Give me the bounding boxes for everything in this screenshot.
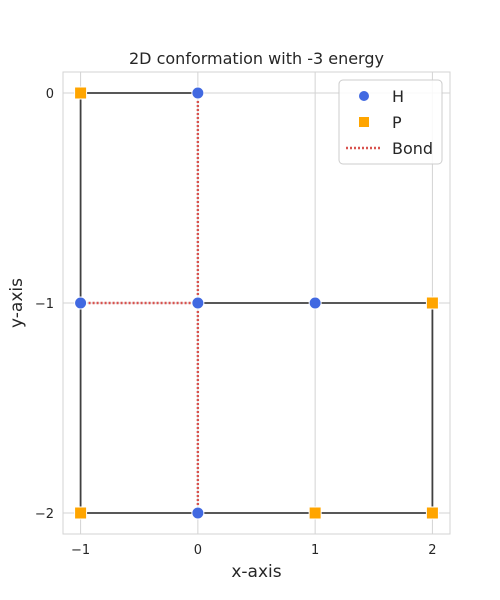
- legend-marker-p: [359, 117, 369, 127]
- x-tick-label: 0: [194, 543, 202, 558]
- x-tick-label: 1: [311, 543, 319, 558]
- point-P: [74, 506, 88, 520]
- point-P: [74, 86, 88, 100]
- legend: HP Bond: [338, 79, 443, 165]
- chain-lines: [79, 92, 434, 514]
- x-tick-label: −1: [71, 543, 90, 558]
- point-H: [74, 296, 88, 310]
- y-tick-label: −1: [35, 297, 54, 312]
- y-tick-label: 0: [46, 87, 54, 102]
- point-H: [191, 86, 205, 100]
- x-axis-label: x-axis: [231, 562, 281, 582]
- point-H: [308, 296, 322, 310]
- tick-labels: −1 0 1 2 0 −1 −2: [35, 87, 437, 558]
- y-axis-label: y-axis: [7, 278, 27, 328]
- legend-box: [338, 79, 443, 165]
- point-P: [308, 506, 322, 520]
- markers: [74, 86, 439, 520]
- legend-label: Bond: [392, 139, 433, 158]
- legend-label: P: [392, 113, 402, 132]
- y-tick-label: −2: [35, 507, 54, 522]
- bond-lines: [80, 93, 200, 513]
- legend-label: H: [392, 87, 404, 106]
- point-P: [425, 506, 439, 520]
- plot-area: [62, 71, 451, 535]
- legend-marker-h: [359, 91, 369, 101]
- point-H: [191, 506, 205, 520]
- point-P: [425, 296, 439, 310]
- x-tick-label: 2: [428, 543, 436, 558]
- point-H: [191, 296, 205, 310]
- chart-title: 2D conformation with -3 energy: [129, 49, 384, 68]
